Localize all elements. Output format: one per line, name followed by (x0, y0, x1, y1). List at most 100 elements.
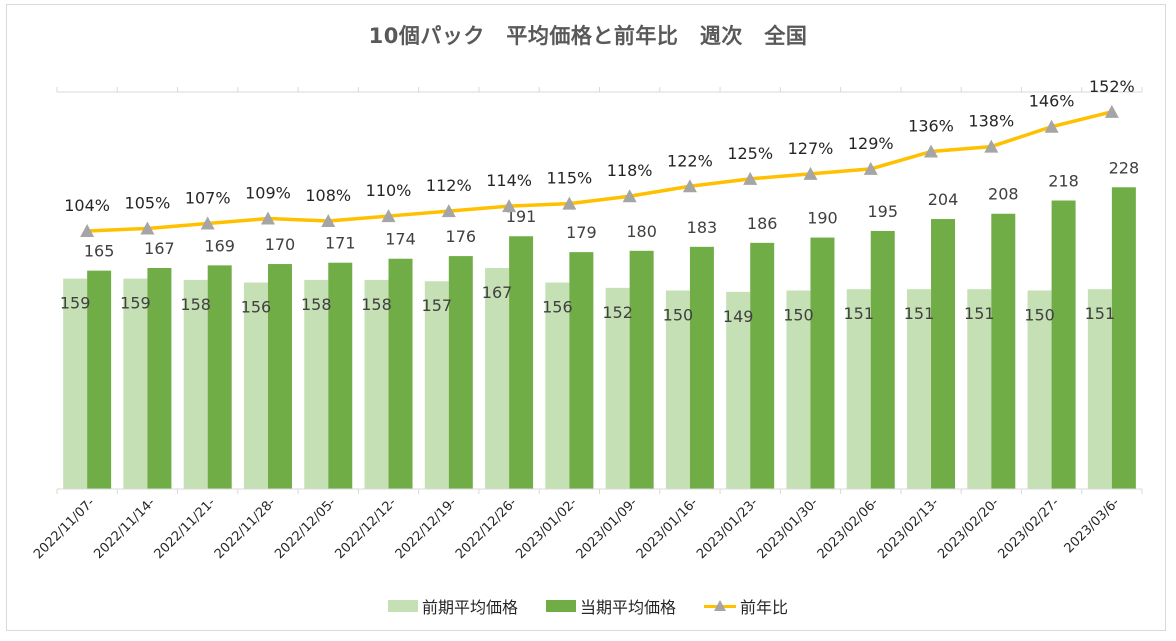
data-label-yoy: 110% (366, 181, 412, 200)
bar-prev (123, 278, 148, 489)
marker-yoy (1104, 104, 1119, 118)
legend-swatch-prev (387, 600, 418, 612)
data-label-yoy: 136% (908, 117, 954, 136)
data-label-yoy: 114% (486, 171, 532, 190)
data-label-prev: 159 (60, 294, 91, 313)
marker-yoy (321, 214, 336, 228)
legend-label-current: 当期平均価格 (579, 598, 676, 617)
marker-yoy (863, 161, 878, 175)
data-label-prev: 159 (120, 294, 151, 313)
data-label-prev: 151 (843, 304, 874, 323)
x-tick-label: 2022/12/05- (272, 495, 339, 562)
legend-item-yoy: 前年比 (704, 594, 788, 618)
bar-current (689, 246, 714, 489)
x-tick-label: 2022/12/26- (453, 495, 520, 562)
marker-yoy (984, 139, 999, 153)
data-label-yoy: 108% (305, 186, 351, 205)
x-tick-label: 2023/01/02- (513, 495, 580, 562)
x-tick-label: 2022/11/14- (91, 495, 158, 562)
data-label-yoy: 127% (788, 139, 834, 158)
data-label-yoy: 146% (1029, 92, 1075, 111)
bar-prev (424, 281, 449, 489)
data-label-prev: 158 (301, 295, 332, 314)
data-label-prev: 149 (723, 307, 754, 326)
data-label-yoy: 129% (848, 134, 894, 153)
bar-prev (545, 282, 570, 489)
data-label-prev: 157 (422, 296, 453, 315)
legend-label-yoy: 前年比 (740, 598, 789, 617)
legend-swatch-yoy (704, 600, 736, 612)
x-tick-label: 2022/12/12- (332, 495, 399, 562)
bar-current (267, 264, 292, 489)
data-label-yoy: 107% (185, 189, 231, 208)
x-tick-label: 2023/01/09- (574, 495, 641, 562)
bar-prev (1087, 289, 1112, 489)
bar-current (870, 230, 895, 489)
x-tick-label: 2023/02/13- (875, 495, 942, 562)
data-label-prev: 158 (180, 295, 211, 314)
bar-prev (304, 279, 329, 489)
data-label-prev: 151 (1085, 304, 1116, 323)
bar-prev (907, 289, 932, 489)
legend-item-prev: 前期平均価格 (387, 594, 518, 618)
legend-label-prev: 前期平均価格 (421, 598, 518, 617)
data-label-current: 190 (807, 209, 838, 228)
marker-yoy (562, 196, 577, 210)
data-label-current: 186 (747, 214, 778, 233)
bar-current (810, 237, 835, 489)
data-label-yoy: 118% (607, 161, 653, 180)
data-label-current: 183 (687, 218, 718, 237)
data-label-current: 174 (385, 230, 416, 249)
data-label-prev: 167 (482, 283, 513, 302)
marker-yoy (381, 209, 396, 223)
x-tick-label: 2022/11/28- (212, 495, 279, 562)
data-label-prev: 150 (783, 306, 814, 325)
data-label-current: 228 (1109, 158, 1140, 177)
data-label-current: 176 (446, 227, 477, 246)
data-label-yoy: 109% (245, 184, 291, 203)
data-label-yoy: 122% (667, 151, 713, 170)
data-label-prev: 150 (1024, 306, 1055, 325)
data-label-yoy: 125% (727, 144, 773, 163)
x-tick-label: 2023/02/27- (996, 495, 1063, 562)
bar-current (1051, 200, 1076, 489)
bar-prev (665, 290, 690, 489)
x-tick-label: 2023/02/06- (815, 495, 882, 562)
data-label-prev: 156 (241, 298, 272, 317)
data-label-prev: 151 (904, 304, 935, 323)
data-label-current: 171 (325, 234, 356, 253)
bar-current (629, 250, 654, 489)
bar-current (207, 265, 232, 489)
marker-yoy (80, 223, 95, 237)
data-label-yoy: 115% (546, 169, 592, 188)
marker-yoy (743, 171, 758, 185)
data-label-current: 170 (265, 235, 296, 254)
marker-yoy (441, 204, 456, 218)
legend-item-current: 当期平均価格 (545, 594, 676, 618)
data-label-prev: 152 (602, 303, 633, 322)
data-label-current: 195 (867, 202, 898, 221)
data-label-current: 165 (84, 242, 115, 261)
marker-yoy (682, 179, 697, 193)
data-label-prev: 150 (663, 306, 694, 325)
bar-current (87, 270, 112, 489)
bar-current (328, 262, 353, 489)
data-label-current: 204 (928, 190, 959, 209)
bar-prev (183, 279, 208, 489)
x-tick-label: 2022/12/19- (393, 495, 460, 562)
chart-title: 10個パック 平均価格と前年比 週次 全国 (368, 24, 808, 48)
bar-current (931, 219, 956, 490)
data-label-prev: 158 (361, 295, 392, 314)
data-label-current: 208 (988, 185, 1019, 204)
bar-prev (786, 290, 811, 489)
bar-current (448, 256, 473, 489)
data-label-prev: 156 (542, 298, 573, 317)
bar-prev (364, 279, 389, 489)
data-label-yoy: 104% (64, 196, 110, 215)
line-yoy (87, 110, 1113, 233)
bar-current (1111, 187, 1136, 489)
marker-yoy (260, 211, 275, 225)
data-label-yoy: 112% (426, 176, 472, 195)
bar-current (147, 268, 172, 489)
